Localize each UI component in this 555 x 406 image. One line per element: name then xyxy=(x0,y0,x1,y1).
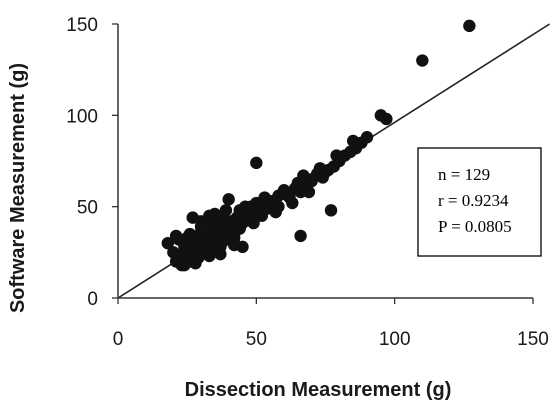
axes: 0 50 100 150 0 50 100 150 xyxy=(66,15,549,350)
data-point xyxy=(277,184,291,197)
y-tick-label: 100 xyxy=(66,106,98,127)
stats-box: n = 129 r = 0.9234 P = 0.0805 xyxy=(417,147,542,257)
data-point xyxy=(216,211,230,224)
y-tick-label: 50 xyxy=(77,198,98,219)
data-point xyxy=(189,244,202,257)
data-point xyxy=(180,231,194,244)
stats-box-frame xyxy=(417,147,542,257)
data-point xyxy=(169,229,183,243)
data-point xyxy=(416,54,429,67)
data-point xyxy=(463,19,476,33)
data-point xyxy=(247,216,260,230)
data-point xyxy=(324,204,338,217)
data-point xyxy=(203,249,216,263)
x-axis-title: Dissection Measurement (g) xyxy=(185,379,452,401)
x-tick-marks: 0 50 100 150 xyxy=(113,298,549,350)
data-point xyxy=(360,131,374,144)
data-point xyxy=(194,215,208,228)
data-point xyxy=(305,174,318,188)
stats-n: n = 129 xyxy=(438,165,490,184)
x-tick-label: 0 xyxy=(113,329,124,350)
data-point xyxy=(286,196,299,210)
stats-r: r = 0.9234 xyxy=(438,191,509,210)
data-point xyxy=(294,229,307,243)
y-axis-title: Software Measurement (g) xyxy=(7,63,29,313)
y-tick-label: 0 xyxy=(87,289,98,310)
data-point xyxy=(208,224,222,237)
data-point xyxy=(250,156,263,170)
data-point xyxy=(161,237,174,250)
data-points xyxy=(161,19,476,272)
y-tick-marks: 0 50 100 150 xyxy=(66,15,118,310)
data-point xyxy=(313,162,327,175)
data-point xyxy=(346,134,360,148)
x-tick-label: 150 xyxy=(517,329,549,350)
data-point xyxy=(302,185,316,199)
y-tick-label: 150 xyxy=(66,15,98,36)
data-point xyxy=(228,238,241,252)
data-point xyxy=(330,149,343,162)
data-point xyxy=(222,193,235,206)
x-tick-label: 50 xyxy=(246,329,267,350)
data-point xyxy=(380,112,393,126)
data-point xyxy=(216,235,230,248)
x-tick-label: 100 xyxy=(379,329,411,350)
data-point xyxy=(255,209,269,222)
stats-p: P = 0.0805 xyxy=(438,217,512,236)
data-point xyxy=(272,200,285,213)
data-point xyxy=(225,226,238,239)
data-point xyxy=(214,247,227,261)
